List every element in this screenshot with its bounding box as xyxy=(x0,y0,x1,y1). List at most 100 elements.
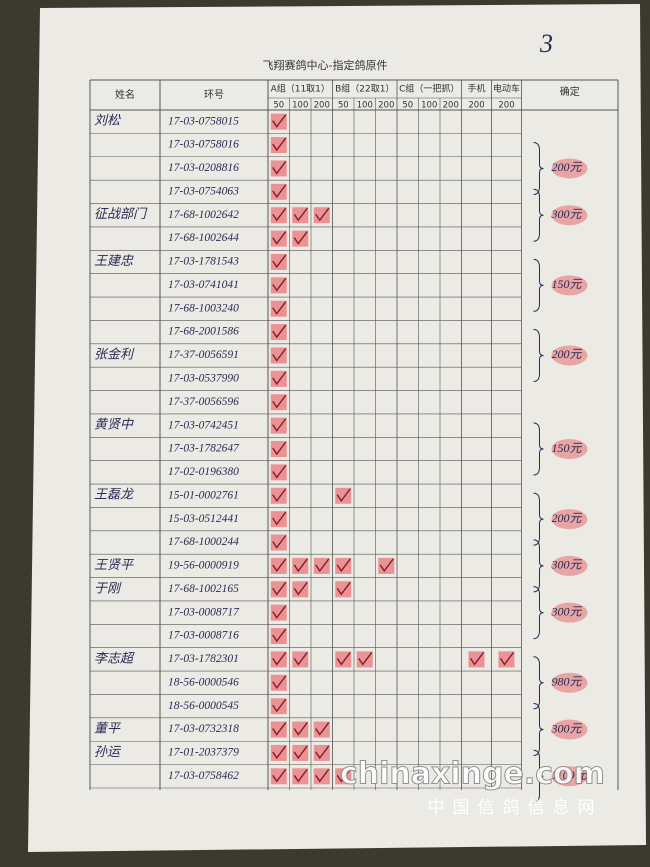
confirm-stamp xyxy=(551,555,588,576)
brace xyxy=(533,258,544,312)
check-mark xyxy=(272,488,287,502)
ring-number: 17-02-0196380 xyxy=(168,466,239,478)
ring-number: 17-03-0758015 xyxy=(168,115,239,127)
ring-number: 17-68-1002642 xyxy=(168,209,239,221)
confirm-stamp xyxy=(551,205,588,226)
check-mark xyxy=(272,184,287,199)
check-mark xyxy=(315,207,330,222)
check-mark xyxy=(272,137,287,152)
confirm-header: 确定 xyxy=(560,85,580,98)
watermark-caption: 中国信鸽信息网 xyxy=(428,798,603,818)
confirm-stamp xyxy=(551,719,588,740)
owner-name: 黄贤中 xyxy=(94,417,134,432)
owner-name: 李志超 xyxy=(94,650,135,665)
ring-number: 17-03-0754063 xyxy=(168,185,239,197)
check-mark xyxy=(293,651,308,666)
confirm-amount: 300元 xyxy=(551,721,583,735)
ring-number: 17-03-0008716 xyxy=(168,630,239,642)
check-mark xyxy=(293,231,308,245)
sub-label: 200 xyxy=(378,101,394,111)
owner-name: 王贤平 xyxy=(94,557,135,572)
brace xyxy=(533,188,544,242)
ring-number: 17-68-1000244 xyxy=(168,536,239,548)
confirm-stamp xyxy=(551,602,588,623)
check-mark xyxy=(293,207,308,222)
sub-label: 200 xyxy=(468,101,484,111)
check-mark xyxy=(293,558,308,573)
sub-label: 200 xyxy=(443,101,459,111)
ring-number: 17-03-0732318 xyxy=(168,723,239,735)
check-mark xyxy=(272,768,287,783)
ring-number: 17-68-1002644 xyxy=(168,232,239,244)
confirm-amount: 300元 xyxy=(551,558,583,572)
ring-number: 17-68-2001586 xyxy=(168,326,239,338)
owner-name: 王建忠 xyxy=(94,253,134,268)
ring-number: 17-03-1781543 xyxy=(168,256,239,268)
ring-number: 17-03-0742451 xyxy=(168,419,239,431)
brace xyxy=(533,141,544,195)
brace xyxy=(533,328,544,382)
sub-label: 100 xyxy=(292,101,308,111)
group-label: 电动车 xyxy=(493,83,520,95)
confirm-stamp xyxy=(551,158,588,179)
check-mark xyxy=(272,722,287,736)
ring-number: 17-01-2037379 xyxy=(168,747,239,759)
check-mark xyxy=(272,651,287,666)
check-mark xyxy=(272,605,287,619)
owner-name: 刘松 xyxy=(94,113,121,128)
confirm-amount: 200元 xyxy=(552,511,583,525)
confirm-stamp xyxy=(551,275,588,296)
ring-number: 17-37-0056591 xyxy=(168,349,239,361)
sub-label: 50 xyxy=(402,101,413,111)
ring-number: 17-68-1003240 xyxy=(168,302,239,314)
check-mark xyxy=(272,628,287,643)
confirm-amount: 1100元 xyxy=(552,768,588,782)
brace xyxy=(533,422,544,476)
confirm-amount: 300元 xyxy=(551,207,583,221)
ring-number: 17-03-0741041 xyxy=(168,279,239,291)
confirm-stamp xyxy=(551,766,588,787)
check-mark xyxy=(272,441,287,456)
check-mark xyxy=(336,488,351,502)
brace xyxy=(533,492,544,546)
group-label: C组（一把抓） xyxy=(399,83,459,95)
check-mark xyxy=(272,371,287,386)
ring-number: 19-56-0000919 xyxy=(168,560,239,572)
check-mark xyxy=(336,558,351,573)
brace xyxy=(533,586,544,640)
check-mark xyxy=(272,348,287,362)
brace xyxy=(533,749,544,803)
check-mark xyxy=(272,698,287,713)
check-mark xyxy=(272,114,287,128)
check-mark xyxy=(272,394,287,409)
confirm-amount: 200元 xyxy=(552,347,583,361)
check-mark xyxy=(358,651,373,666)
sub-label: 100 xyxy=(357,101,373,111)
owner-name: 征战部门 xyxy=(94,206,148,221)
ring-header: 环号 xyxy=(204,89,224,101)
owner-name: 于刚 xyxy=(94,580,122,595)
sub-label: 50 xyxy=(273,101,284,111)
check-mark xyxy=(272,324,287,339)
ring-number: 17-03-0758016 xyxy=(168,139,239,151)
check-mark xyxy=(336,651,351,666)
confirm-stamp xyxy=(551,672,588,693)
confirm-amount: 150元 xyxy=(552,441,583,455)
name-header: 姓名 xyxy=(115,88,135,101)
check-mark xyxy=(272,464,287,479)
check-mark xyxy=(272,675,287,690)
ring-number: 17-03-0537990 xyxy=(168,373,239,385)
check-mark xyxy=(315,558,330,573)
check-mark xyxy=(315,768,330,783)
check-mark xyxy=(293,722,308,736)
check-mark xyxy=(469,651,485,666)
ring-number: 17-68-1002165 xyxy=(168,583,239,595)
sub-label: 50 xyxy=(338,101,349,111)
watermark-site: chinaxinge.com xyxy=(340,757,605,792)
ring-number: 17-03-0208816 xyxy=(168,162,239,174)
brace xyxy=(533,703,544,757)
title: 飞翔赛鸽中心-指定鸽原件 xyxy=(263,58,388,72)
confirm-stamp xyxy=(551,345,588,366)
check-mark xyxy=(272,581,287,596)
sub-label: 200 xyxy=(498,101,514,111)
